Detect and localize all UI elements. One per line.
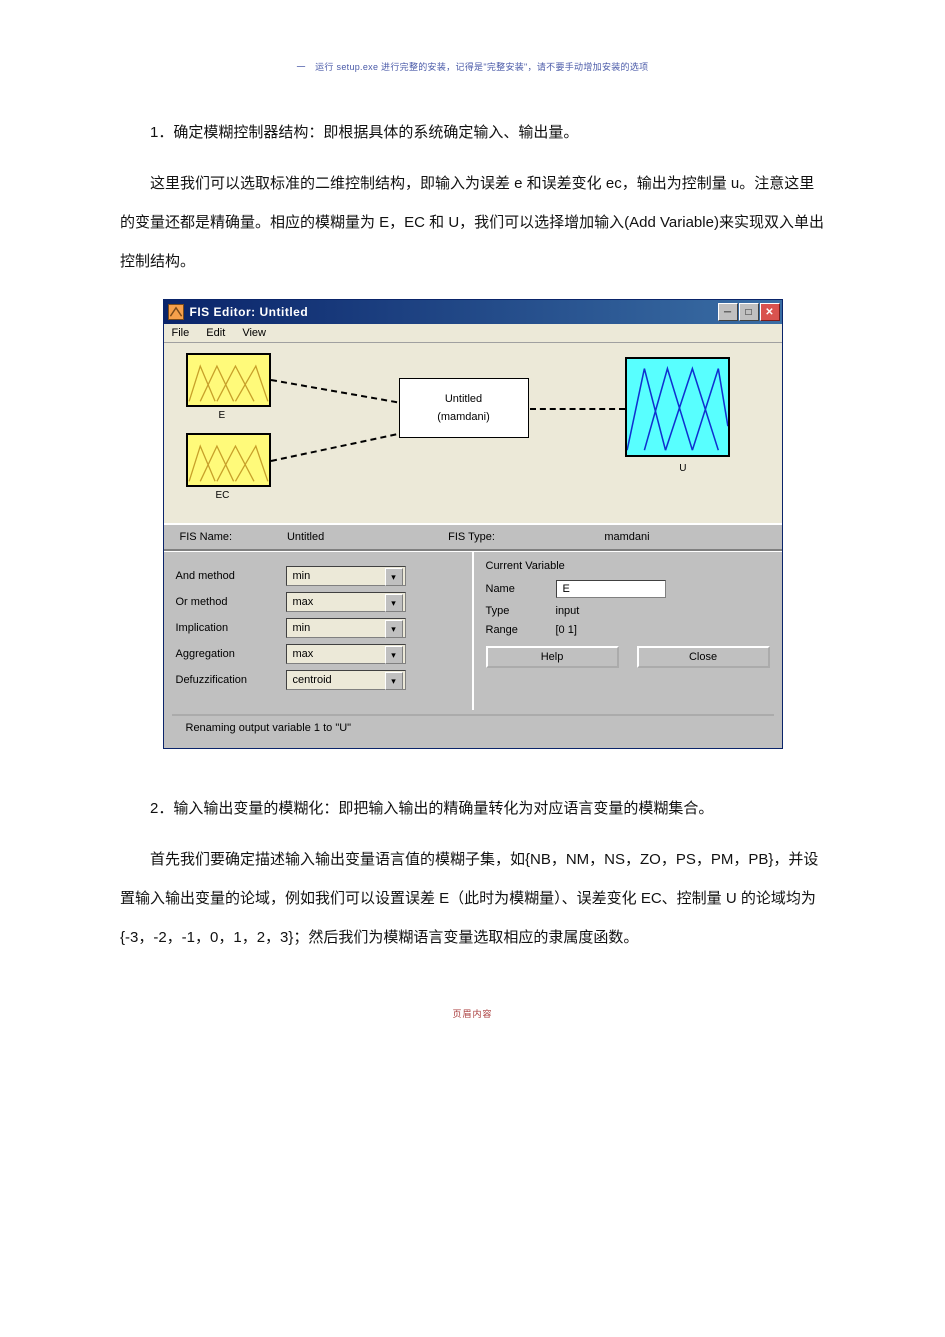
input-ec-box[interactable]: [186, 433, 271, 487]
cv-name-label: Name: [486, 583, 556, 595]
input-e-label: E: [219, 410, 226, 421]
fis-type-value: mamdani: [604, 531, 765, 543]
fis-name-text: Untitled: [400, 393, 528, 405]
app-icon: [168, 304, 184, 320]
window-title: FIS Editor: Untitled: [190, 305, 718, 319]
menu-edit[interactable]: Edit: [206, 327, 225, 339]
titlebar[interactable]: FIS Editor: Untitled ─ □ ✕: [164, 300, 782, 324]
paragraph-4: 首先我们要确定描述输入输出变量语言值的模糊子集，如{NB，NM，NS，ZO，PS…: [120, 840, 825, 957]
menubar: File Edit View: [164, 324, 782, 343]
fis-editor-window: FIS Editor: Untitled ─ □ ✕ File Edit Vie…: [163, 299, 783, 749]
lower-panel: And method min Or method max Implication…: [164, 551, 782, 710]
minimize-button[interactable]: ─: [718, 303, 738, 321]
connector-e: [270, 379, 396, 403]
imp-select[interactable]: min: [286, 618, 406, 638]
cv-range-label: Range: [486, 624, 556, 636]
cv-type-value: input: [556, 605, 580, 617]
cv-range-value: [0 1]: [556, 624, 577, 636]
input-ec-label: EC: [216, 490, 230, 501]
def-label: Defuzzification: [176, 674, 286, 686]
paragraph-1: 1．确定模糊控制器结构：即根据具体的系统确定输入、输出量。: [120, 113, 825, 152]
and-label: And method: [176, 570, 286, 582]
status-bar: Renaming output variable 1 to "U": [172, 714, 774, 740]
cv-title: Current Variable: [486, 560, 770, 572]
menu-view[interactable]: View: [242, 327, 266, 339]
header-note: 一 运行 setup.exe 进行完整的安装，记得是"完整安装"，请不要手动增加…: [120, 60, 825, 73]
and-select[interactable]: min: [286, 566, 406, 586]
and-value: min: [293, 570, 311, 582]
agg-value: max: [293, 648, 314, 660]
input-e-box[interactable]: [186, 353, 271, 407]
cv-type-label: Type: [486, 605, 556, 617]
or-value: max: [293, 596, 314, 608]
fis-type-label: FIS Type:: [448, 531, 604, 543]
cv-name-value: E: [563, 583, 570, 595]
current-variable-column: Current Variable Name E Type input Range…: [474, 552, 782, 710]
close-panel-button[interactable]: Close: [637, 646, 770, 668]
def-value: centroid: [293, 674, 332, 686]
output-u-box[interactable]: [625, 357, 730, 457]
paragraph-2: 这里我们可以选取标准的二维控制结构，即输入为误差 e 和误差变化 ec，输出为控…: [120, 164, 825, 281]
maximize-button[interactable]: □: [739, 303, 759, 321]
paragraph-3: 2．输入输出变量的模糊化：即把输入输出的精确量转化为对应语言变量的模糊集合。: [120, 789, 825, 828]
footer-note: 页眉内容: [120, 1007, 825, 1020]
fis-center-box[interactable]: Untitled (mamdani): [399, 378, 529, 438]
fis-type-text: (mamdani): [400, 411, 528, 423]
menu-file[interactable]: File: [172, 327, 190, 339]
imp-value: min: [293, 622, 311, 634]
cv-name-input[interactable]: E: [556, 580, 666, 598]
fis-name-label: FIS Name:: [180, 531, 287, 543]
close-button[interactable]: ✕: [760, 303, 780, 321]
output-u-label: U: [679, 463, 686, 474]
info-bar: FIS Name: Untitled FIS Type: mamdani: [164, 523, 782, 551]
def-select[interactable]: centroid: [286, 670, 406, 690]
or-select[interactable]: max: [286, 592, 406, 612]
or-label: Or method: [176, 596, 286, 608]
agg-select[interactable]: max: [286, 644, 406, 664]
diagram-area: E EC Untitled (mamdani) U: [164, 343, 782, 523]
connector-ec: [270, 433, 396, 462]
connector-out: [530, 408, 625, 410]
agg-label: Aggregation: [176, 648, 286, 660]
methods-column: And method min Or method max Implication…: [164, 552, 474, 710]
help-button[interactable]: Help: [486, 646, 619, 668]
fis-name-value: Untitled: [287, 531, 448, 543]
imp-label: Implication: [176, 622, 286, 634]
